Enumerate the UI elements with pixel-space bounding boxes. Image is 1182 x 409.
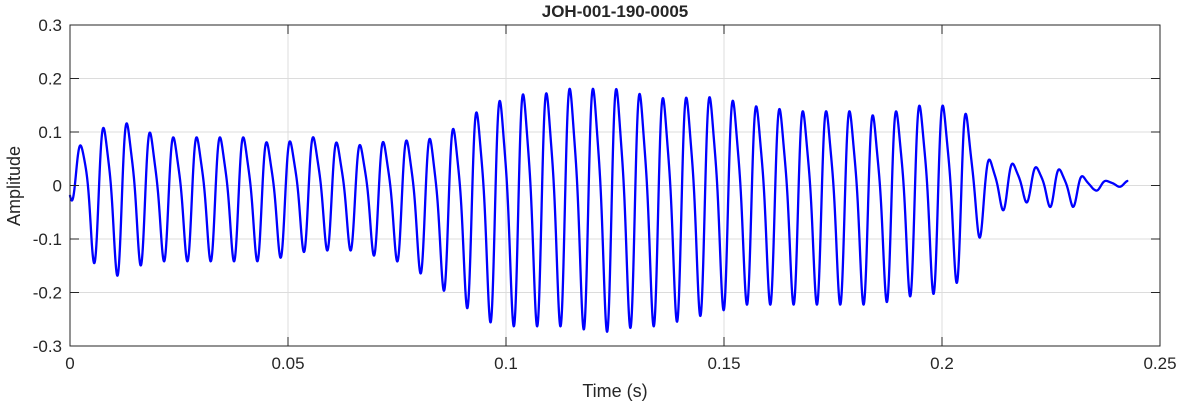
chart-title: JOH-001-190-0005 xyxy=(542,2,688,21)
y-axis-label: Amplitude xyxy=(4,146,24,226)
y-tick-label: 0.1 xyxy=(38,123,62,142)
x-tick-label: 0.15 xyxy=(707,354,740,373)
x-tick-label: 0.2 xyxy=(930,354,954,373)
y-tick-label: -0.1 xyxy=(33,230,62,249)
y-tick-label: 0.2 xyxy=(38,70,62,89)
x-tick-label: 0.05 xyxy=(271,354,304,373)
y-tick-label: 0 xyxy=(53,177,62,196)
x-axis-label: Time (s) xyxy=(582,381,647,401)
waveform-series-line xyxy=(68,87,1129,333)
x-tick-label: 0.25 xyxy=(1143,354,1176,373)
y-tick-label: -0.2 xyxy=(33,284,62,303)
data-layer xyxy=(68,87,1129,333)
y-tick-label: 0.3 xyxy=(38,16,62,35)
y-tick-label: -0.3 xyxy=(33,337,62,356)
x-tick-label: 0.1 xyxy=(494,354,518,373)
ticks: 0 0.05 0.1 0.15 0.2 0.25 -0.3 -0.2 -0.1 0 0.1 0.2 0.… xyxy=(33,16,1177,373)
x-tick-label: 0 xyxy=(65,354,74,373)
